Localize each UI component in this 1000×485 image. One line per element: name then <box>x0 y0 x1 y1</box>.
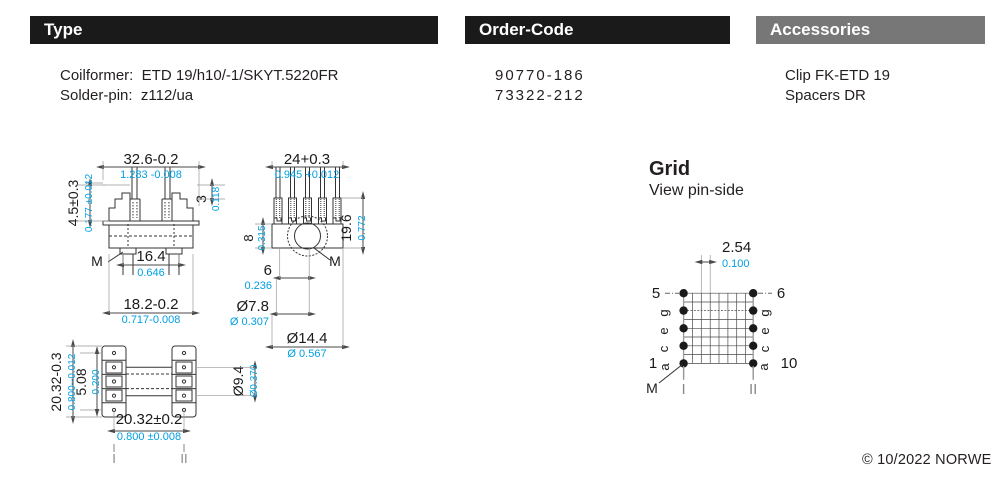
svg-text:8: 8 <box>241 234 256 241</box>
svg-text:6: 6 <box>264 262 272 279</box>
svg-text:a: a <box>657 363 672 371</box>
svg-text:Ø0.370: Ø0.370 <box>249 364 260 397</box>
svg-text:1.283 -0.008: 1.283 -0.008 <box>120 169 182 181</box>
svg-text:M: M <box>91 253 103 269</box>
svg-text:24+0.3: 24+0.3 <box>284 151 330 168</box>
svg-text:0.800 ±0.008: 0.800 ±0.008 <box>117 431 181 443</box>
svg-text:Ø14.4: Ø14.4 <box>287 330 328 347</box>
svg-text:I: I <box>682 381 686 398</box>
svg-text:I: I <box>112 451 116 466</box>
svg-text:c: c <box>757 345 772 352</box>
svg-text:Ø 0.567: Ø 0.567 <box>287 348 326 360</box>
svg-text:g: g <box>656 309 671 316</box>
svg-text:M: M <box>329 253 341 269</box>
svg-text:0.177 ±0.012: 0.177 ±0.012 <box>84 173 95 232</box>
svg-text:20.32-0.3: 20.32-0.3 <box>48 352 64 411</box>
svg-text:0.100: 0.100 <box>722 258 750 270</box>
svg-text:18.2-0.2: 18.2-0.2 <box>123 296 178 313</box>
svg-text:II: II <box>180 451 187 466</box>
svg-text:1: 1 <box>649 355 657 372</box>
svg-text:M: M <box>646 380 658 396</box>
svg-text:0.200: 0.200 <box>91 369 102 394</box>
svg-text:4.5±0.3: 4.5±0.3 <box>65 179 81 226</box>
svg-text:5: 5 <box>652 285 660 302</box>
svg-text:0.717-0.008: 0.717-0.008 <box>122 314 181 326</box>
svg-text:16.4: 16.4 <box>136 248 165 265</box>
svg-text:e: e <box>757 327 772 334</box>
svg-text:0.800--0.012: 0.800--0.012 <box>67 353 78 410</box>
svg-text:0.646: 0.646 <box>137 267 165 279</box>
svg-text:g: g <box>757 309 772 316</box>
svg-text:2.54: 2.54 <box>722 239 751 256</box>
svg-text:0.945 +0.012: 0.945 +0.012 <box>275 169 340 181</box>
svg-text:0.772: 0.772 <box>357 215 368 240</box>
svg-text:II: II <box>749 381 757 398</box>
svg-text:Ø7.8: Ø7.8 <box>236 298 269 315</box>
svg-text:0.236: 0.236 <box>244 280 272 292</box>
svg-text:0.315: 0.315 <box>257 225 268 250</box>
svg-text:32.6-0.2: 32.6-0.2 <box>123 151 178 168</box>
svg-text:6: 6 <box>777 285 785 302</box>
svg-text:a: a <box>756 363 771 371</box>
svg-text:20.32±0.2: 20.32±0.2 <box>116 411 183 428</box>
svg-text:19.6: 19.6 <box>338 214 354 241</box>
svg-text:e: e <box>656 327 671 334</box>
svg-text:c: c <box>656 345 671 352</box>
svg-text:10: 10 <box>781 355 798 372</box>
svg-text:Ø 0.307: Ø 0.307 <box>230 316 269 328</box>
svg-text:Ø9.4: Ø9.4 <box>230 366 246 397</box>
